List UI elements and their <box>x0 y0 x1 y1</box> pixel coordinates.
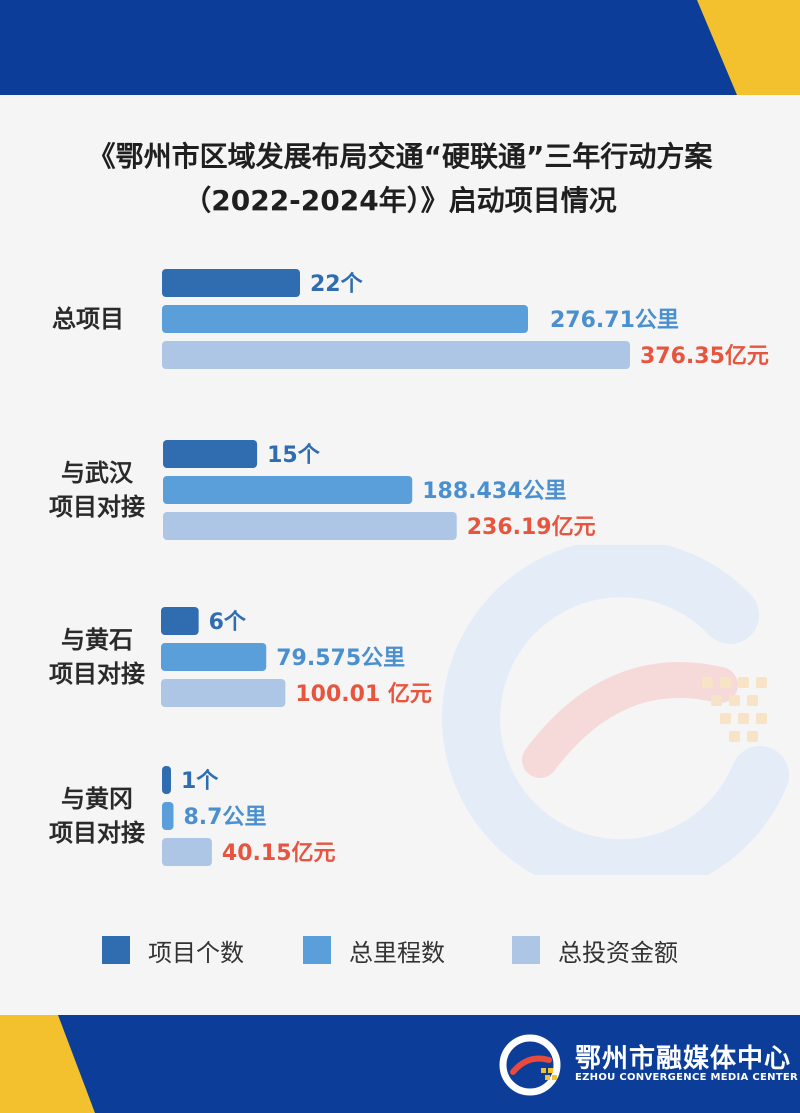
category-label-1: 与武汉 项目对接 <box>27 456 167 524</box>
category-label-2: 与黄石 项目对接 <box>27 623 167 691</box>
legend-item-investment: 总投资金额 <box>512 933 678 967</box>
legend-item-mileage: 总里程数 <box>303 933 445 967</box>
bar-mileage-2 <box>161 643 267 671</box>
top-banner <box>0 0 800 95</box>
value-label-mileage-1: 188.434公里 <box>422 479 566 504</box>
category-label-line: 项目对接 <box>49 660 145 688</box>
chart-title: 《鄂州市区域发展布局交通“硬联通”三年行动方案 （2022-2024年）》启动项… <box>0 135 800 223</box>
value-label-investment-2: 100.01 亿元 <box>295 682 432 707</box>
brand-logo-block: 鄂州市融媒体中心 EZHOU CONVERGENCE MEDIA CENTER <box>495 1030 798 1100</box>
brand-name-cn: 鄂州市融媒体中心 <box>575 1044 792 1074</box>
title-line-1: 《鄂州市区域发展布局交通“硬联通”三年行动方案 <box>87 140 713 173</box>
brand-name-en: EZHOU CONVERGENCE MEDIA CENTER <box>575 1072 799 1083</box>
brand-logo-icon <box>499 1034 561 1096</box>
value-label-investment-0: 376.35亿元 <box>640 344 769 369</box>
logo-watermark <box>442 545 789 875</box>
value-label-count-0: 22个 <box>310 272 364 297</box>
bar-mileage-1 <box>163 476 413 504</box>
legend-label-investment: 总投资金额 <box>558 938 678 967</box>
legend-swatch-mileage <box>303 936 331 964</box>
legend-swatch-count <box>102 936 130 964</box>
value-label-count-3: 1个 <box>181 769 219 794</box>
bar-count-1 <box>163 440 258 468</box>
value-label-mileage-0: 276.71公里 <box>550 308 679 333</box>
value-label-investment-1: 236.19亿元 <box>467 515 596 540</box>
value-label-investment-3: 40.15亿元 <box>222 841 336 866</box>
category-label-line: 与黄石 <box>61 626 133 654</box>
bar-count-3 <box>162 766 171 794</box>
category-label-line: 项目对接 <box>49 493 145 521</box>
legend-label-count: 项目个数 <box>148 938 244 967</box>
legend-swatch-investment <box>512 936 540 964</box>
legend: 项目个数 总里程数 总投资金额 <box>0 933 800 967</box>
legend-item-count: 项目个数 <box>102 933 244 967</box>
bar-investment-3 <box>162 838 212 866</box>
bottom-banner <box>0 1015 800 1113</box>
value-label-mileage-2: 79.575公里 <box>276 646 405 671</box>
value-label-count-1: 15个 <box>267 443 321 468</box>
bar-investment-1 <box>163 512 457 540</box>
bottom-accent-stripe <box>0 1015 95 1113</box>
bar-mileage-3 <box>162 802 174 830</box>
bar-investment-2 <box>161 679 286 707</box>
title-line-2: （2022-2024年）》启动项目情况 <box>183 184 617 217</box>
bar-count-2 <box>161 607 199 635</box>
legend-label-mileage: 总里程数 <box>349 938 445 967</box>
category-label-line: 与黄冈 <box>61 785 133 813</box>
bar-count-0 <box>162 269 300 297</box>
value-label-count-2: 6个 <box>209 610 247 635</box>
bar-mileage-0 <box>162 305 528 333</box>
category-label-line: 与武汉 <box>61 459 133 487</box>
category-label-0: 总项目 <box>18 302 158 336</box>
value-label-mileage-3: 8.7公里 <box>184 805 267 830</box>
bar-investment-0 <box>162 341 630 369</box>
category-label-line: 项目对接 <box>49 819 145 847</box>
top-accent-stripe <box>697 0 800 95</box>
category-label-3: 与黄冈 项目对接 <box>27 782 167 850</box>
category-label-line: 总项目 <box>52 305 124 333</box>
